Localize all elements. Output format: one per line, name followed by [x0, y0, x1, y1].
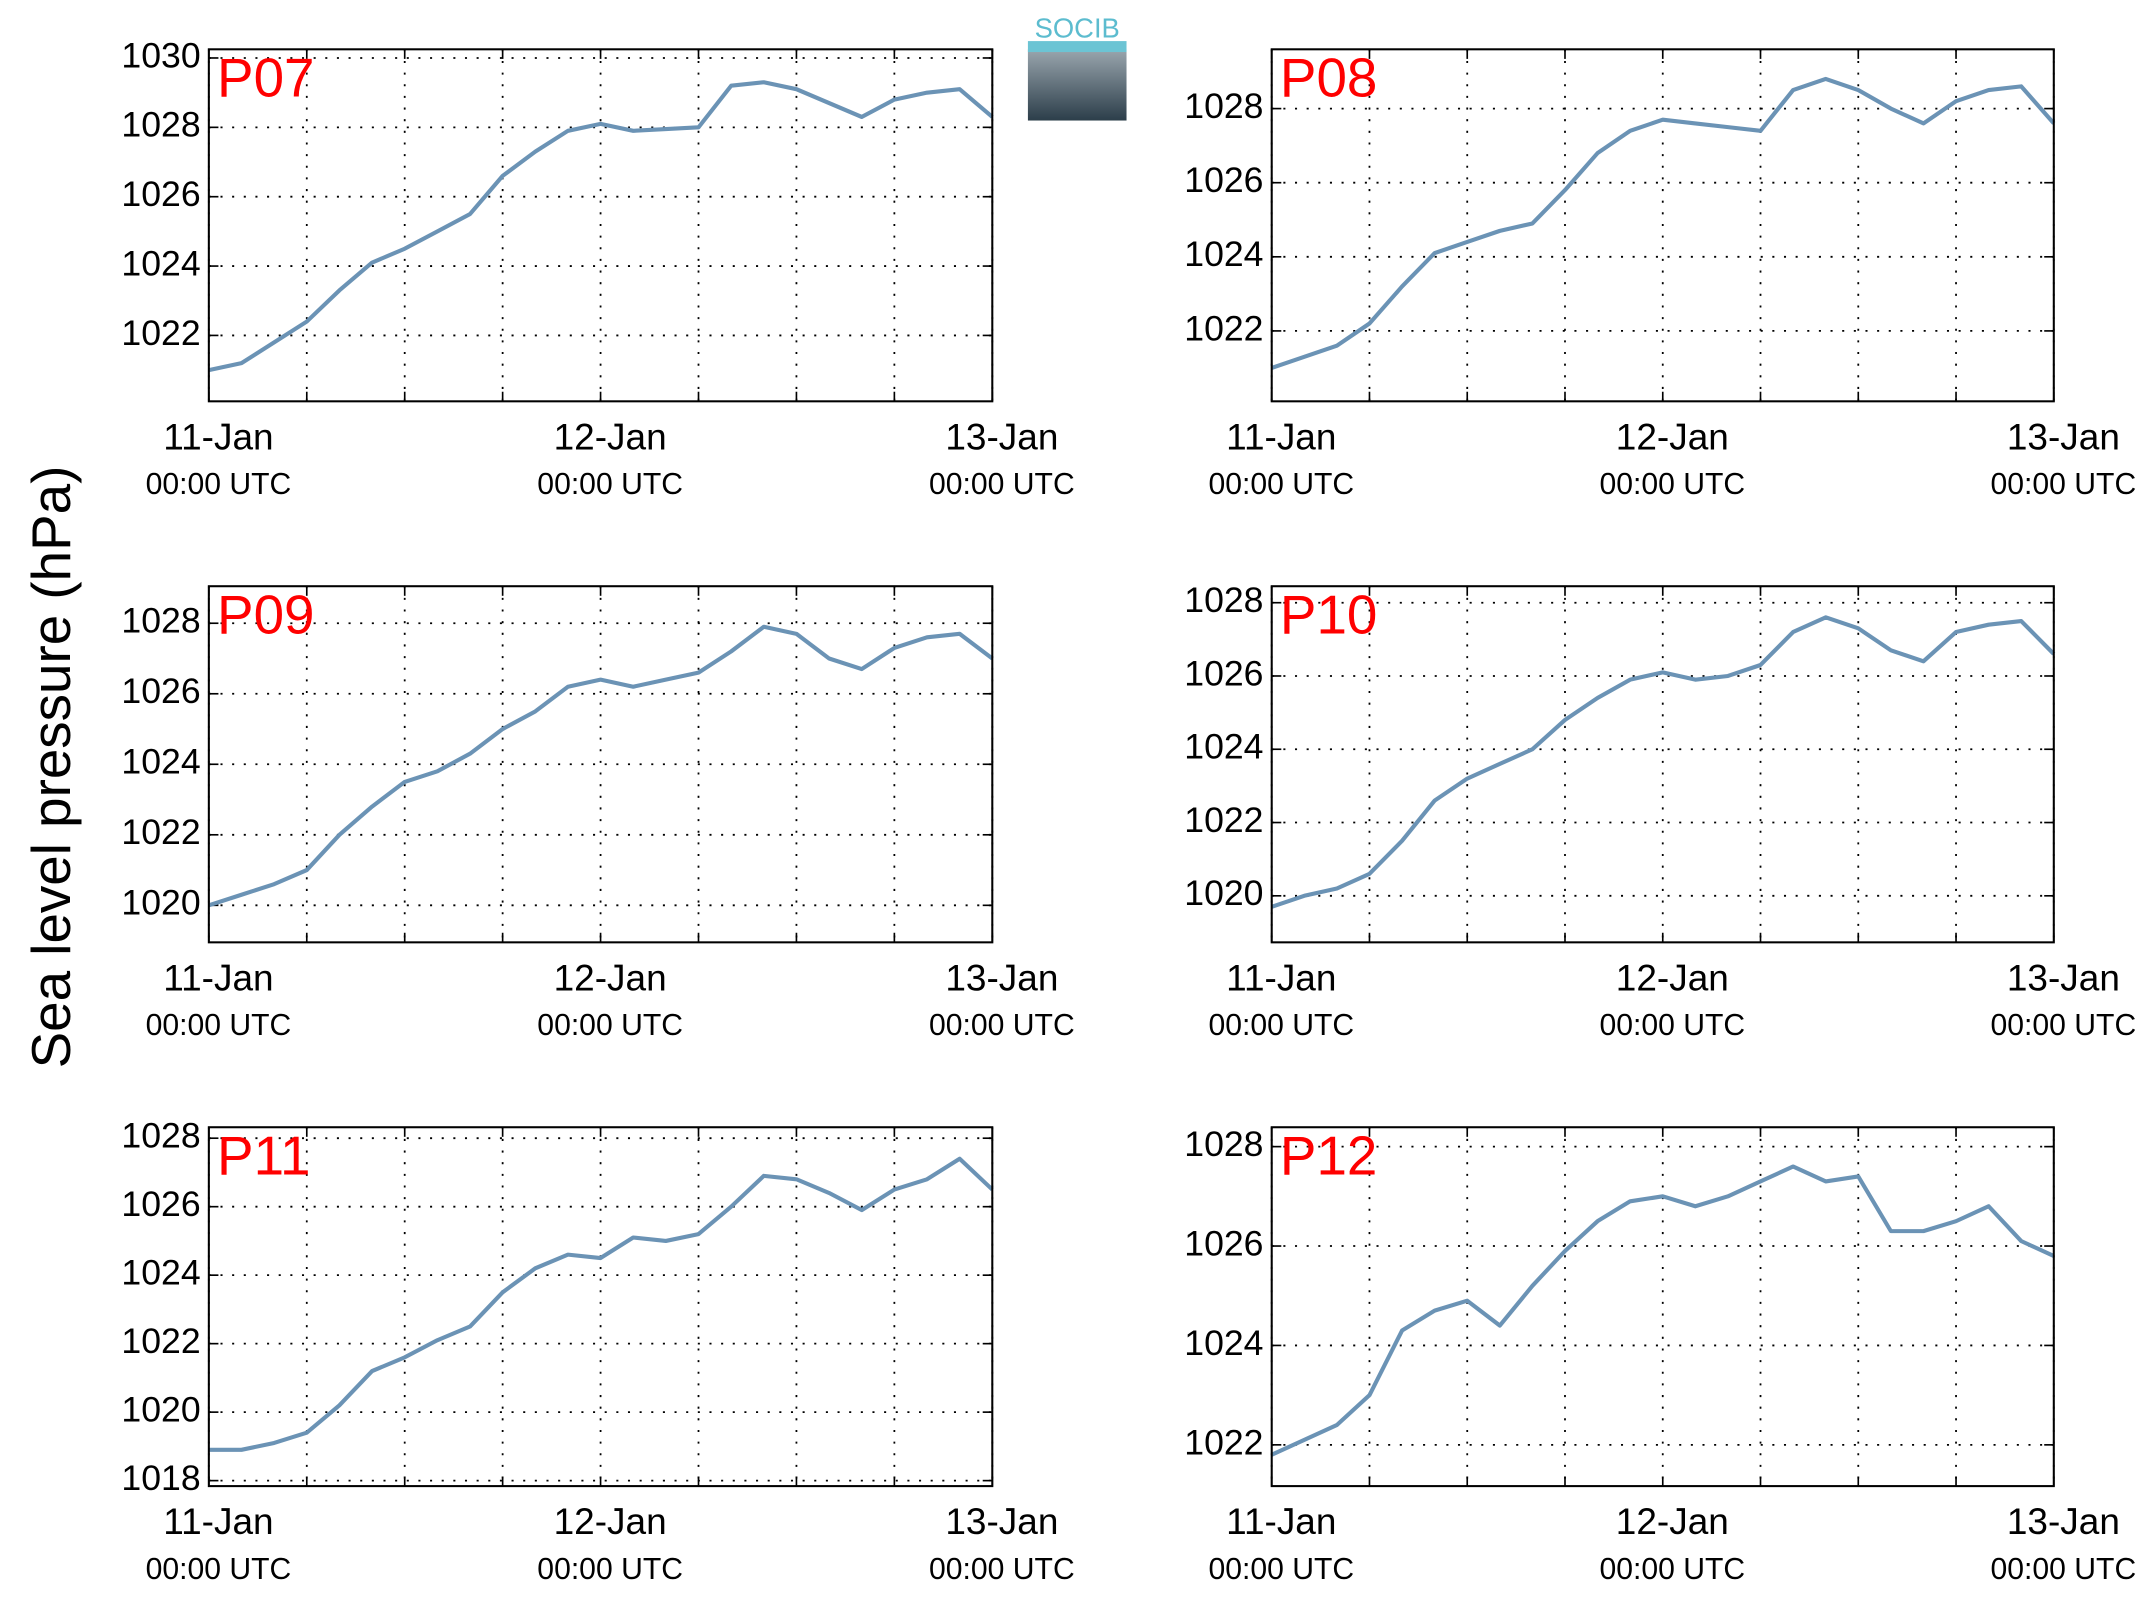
plot-frame: [207, 1126, 994, 1488]
panel-title: P07: [217, 47, 314, 109]
y-tick-label: 1022: [121, 812, 200, 852]
y-tick-label: 1028: [121, 601, 200, 641]
x-tick-time: 00:00 UTC: [537, 468, 683, 501]
data-line: [208, 624, 994, 908]
data-line: [208, 80, 994, 373]
x-tick-time: 00:00 UTC: [1600, 468, 1746, 501]
plot-frame: [1270, 585, 2055, 944]
y-tick-label: 1028: [1184, 1124, 1263, 1164]
x-tick-time: 00:00 UTC: [1991, 468, 2137, 501]
x-tick-time: 00:00 UTC: [537, 1553, 683, 1586]
y-tick-label: 1022: [1184, 1422, 1263, 1462]
y-tick-label: 1022: [121, 1321, 200, 1361]
x-tick-label: 11-Jan: [163, 957, 273, 998]
x-tick-label: 13-Jan: [945, 957, 1058, 998]
data-line: [208, 1156, 994, 1452]
x-tick-label: 11-Jan: [1226, 416, 1336, 457]
x-tick-time: 00:00 UTC: [1208, 468, 1354, 501]
panel: 1020 1022 1024 1026 1028 11-Jan 00:00 UTC 12-Ja…: [1184, 580, 2136, 1042]
y-axis-label: Sea level pressure (hPa): [20, 466, 82, 1069]
panel: 1018 1020 1022 1024 1026 1028 11-Jan 00:00 UTC 1…: [121, 1116, 1074, 1586]
y-tick-label: 1024: [1184, 727, 1263, 767]
panel: 1020 1022 1024 1026 1028 11-Jan 00:00 UTC 12-Ja…: [121, 584, 1074, 1043]
x-tick-label: 11-Jan: [163, 416, 273, 457]
logo-text: SOCIB: [1035, 12, 1120, 43]
y-tick-label: 1024: [121, 742, 200, 782]
logo: SOCIB: [1027, 12, 1127, 121]
y-tick-label: 1020: [121, 1390, 200, 1430]
plot-frame: [207, 48, 994, 403]
panel-title: P09: [217, 584, 314, 646]
plot-frame: [207, 585, 994, 944]
panel-title: P10: [1280, 584, 1377, 646]
y-tick-label: 1024: [121, 1253, 200, 1293]
y-tick-label: 1020: [1184, 873, 1263, 913]
x-tick-time: 00:00 UTC: [929, 468, 1075, 501]
y-tick-label: 1022: [1184, 308, 1263, 348]
panel-title: P12: [1280, 1125, 1377, 1187]
x-tick-label: 13-Jan: [2007, 957, 2120, 998]
x-tick-label: 12-Jan: [554, 1501, 667, 1542]
y-tick-label: 1024: [121, 243, 200, 283]
x-tick-label: 12-Jan: [554, 416, 667, 457]
x-tick-label: 12-Jan: [1616, 957, 1729, 998]
y-tick-label: 1026: [121, 1184, 200, 1224]
x-tick-time: 00:00 UTC: [146, 1009, 292, 1042]
panel: 1022 1024 1026 1028 1030 11-Jan 00:00 UTC 12-Ja…: [121, 35, 1074, 501]
plot-frame: [1270, 48, 2055, 403]
x-tick-label: 12-Jan: [1616, 416, 1729, 457]
x-tick-time: 00:00 UTC: [929, 1009, 1075, 1042]
x-tick-time: 00:00 UTC: [1991, 1553, 2137, 1586]
x-tick-label: 12-Jan: [1616, 1501, 1729, 1542]
panel: 1022 1024 1026 1028 11-Jan 00:00 UTC 12-Jan 00:…: [1184, 47, 2136, 502]
plot-frame: [1270, 1126, 2055, 1488]
logo-wave: [1027, 41, 1127, 53]
y-tick-label: 1018: [121, 1458, 200, 1498]
y-tick-label: 1028: [1184, 580, 1263, 620]
y-tick-label: 1024: [1184, 1323, 1263, 1363]
y-tick-label: 1026: [1184, 1223, 1263, 1263]
x-tick-time: 00:00 UTC: [1600, 1553, 1746, 1586]
y-tick-label: 1026: [121, 174, 200, 214]
x-tick-time: 00:00 UTC: [1600, 1009, 1746, 1042]
x-tick-time: 00:00 UTC: [1208, 1009, 1354, 1042]
panel-title: P11: [217, 1125, 310, 1187]
y-tick-label: 1022: [1184, 800, 1263, 840]
x-tick-label: 11-Jan: [163, 1501, 273, 1542]
y-tick-label: 1030: [121, 35, 200, 75]
x-tick-label: 13-Jan: [945, 416, 1058, 457]
x-tick-time: 00:00 UTC: [146, 468, 292, 501]
x-tick-time: 00:00 UTC: [1991, 1009, 2137, 1042]
y-tick-label: 1024: [1184, 234, 1263, 274]
y-tick-label: 1022: [121, 313, 200, 353]
panel-title: P08: [1280, 47, 1377, 109]
x-tick-label: 13-Jan: [2007, 1501, 2120, 1542]
x-tick-label: 13-Jan: [2007, 416, 2120, 457]
data-line: [1270, 1164, 2055, 1457]
x-tick-time: 00:00 UTC: [537, 1009, 683, 1042]
x-tick-label: 11-Jan: [1226, 957, 1336, 998]
y-tick-label: 1028: [121, 105, 200, 145]
y-tick-label: 1026: [1184, 160, 1263, 200]
x-tick-time: 00:00 UTC: [1208, 1553, 1354, 1586]
y-tick-label: 1020: [121, 883, 200, 923]
x-tick-label: 12-Jan: [554, 957, 667, 998]
x-tick-label: 13-Jan: [945, 1501, 1058, 1542]
y-tick-label: 1026: [121, 671, 200, 711]
logo-block: [1027, 49, 1127, 121]
y-tick-label: 1026: [1184, 653, 1263, 693]
x-tick-time: 00:00 UTC: [146, 1553, 292, 1586]
x-tick-label: 11-Jan: [1226, 1501, 1336, 1542]
y-tick-label: 1028: [1184, 86, 1263, 126]
x-tick-time: 00:00 UTC: [929, 1553, 1075, 1586]
panel: 1022 1024 1026 1028 11-Jan 00:00 UTC 12-Jan 00:…: [1184, 1124, 2136, 1586]
data-line: [1271, 615, 2056, 909]
data-line: [1271, 76, 2056, 370]
y-tick-label: 1028: [121, 1116, 200, 1156]
